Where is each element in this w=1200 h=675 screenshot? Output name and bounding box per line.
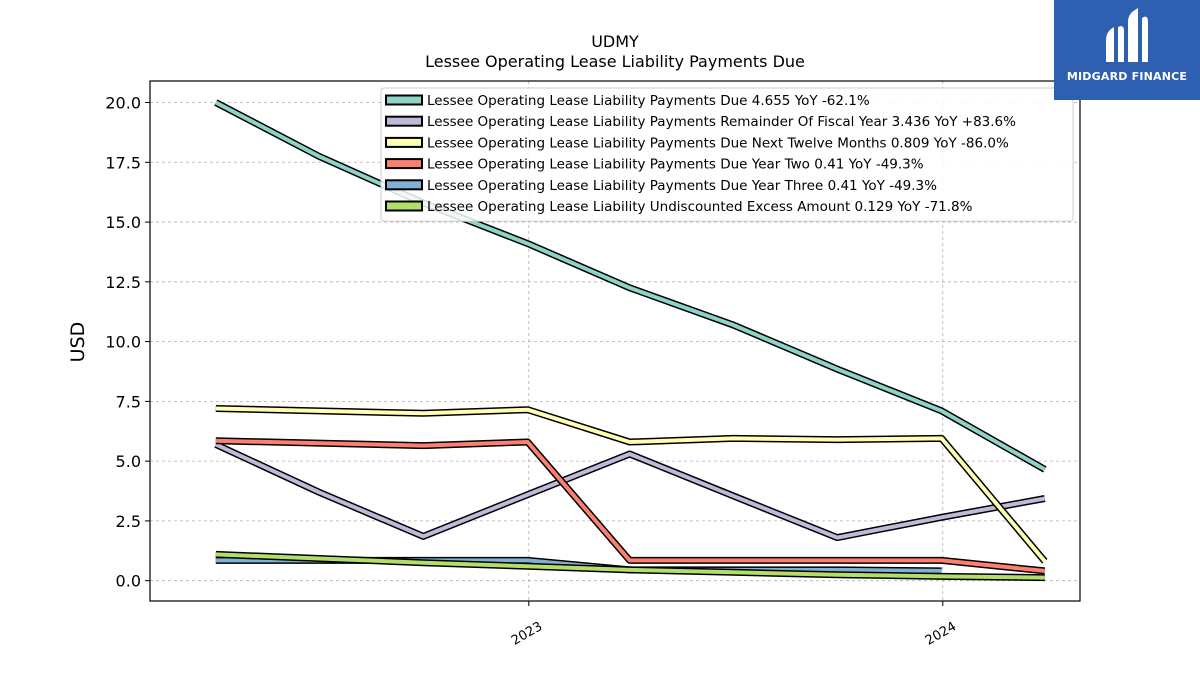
series-outline — [215, 437, 1046, 575]
y-tick-label: 12.5 — [105, 273, 141, 292]
brand-mark-icon — [1106, 8, 1148, 63]
series-line-1 — [214, 441, 1046, 542]
legend-label: Lessee Operating Lease Liability Payment… — [427, 178, 937, 194]
x-axis: 2023 2024 — [509, 601, 959, 649]
y-axis: 0.0 2.5 5.0 7.5 10.0 12.5 15.0 17.5 20.0 — [105, 94, 150, 591]
y-tick-label: 0.0 — [116, 572, 141, 591]
series-line-3 — [215, 437, 1046, 575]
series-stroke — [215, 438, 1046, 573]
series-stroke — [215, 406, 1047, 563]
y-tick-label: 10.0 — [105, 333, 141, 352]
legend-swatch — [385, 200, 423, 212]
legend-label: Lessee Operating Lease Liability Payment… — [427, 114, 1016, 130]
legend-swatch — [385, 115, 423, 127]
series-stroke — [214, 442, 1046, 540]
y-tick-label: 5.0 — [116, 452, 141, 471]
y-tick-label: 2.5 — [116, 512, 141, 531]
legend-label: Lessee Operating Lease Liability Payment… — [427, 157, 924, 173]
y-axis-label: USD — [67, 322, 89, 363]
chart-title: UDMY — [591, 32, 639, 51]
series-line-5 — [215, 550, 1045, 582]
series-outline — [215, 405, 1048, 564]
legend: Lessee Operating Lease Liability Payment… — [380, 87, 1074, 222]
legend-box — [380, 87, 1074, 222]
y-tick-label: 7.5 — [116, 392, 141, 411]
legend-label: Lessee Operating Lease Liability Undisco… — [427, 199, 973, 215]
series-line-0 — [214, 99, 1047, 473]
x-tick-label: 2023 — [509, 619, 545, 649]
y-tick-label: 17.5 — [105, 153, 141, 172]
brand-logo: MIDGARD FINANCE — [1054, 0, 1200, 100]
legend-label: Lessee Operating Lease Liability Payment… — [427, 135, 1009, 151]
chart-subtitle: Lessee Operating Lease Liability Payment… — [425, 52, 805, 71]
x-tick-label: 2024 — [923, 619, 959, 649]
legend-swatch — [385, 136, 423, 148]
y-tick-label: 15.0 — [105, 213, 141, 232]
series-stroke — [215, 552, 1045, 580]
legend-label: Lessee Operating Lease Liability Payment… — [427, 93, 870, 109]
y-tick-label: 20.0 — [105, 94, 141, 113]
series-group — [214, 99, 1048, 582]
series-line-2 — [215, 405, 1048, 564]
series-stroke — [214, 100, 1046, 472]
legend-swatch — [385, 94, 423, 106]
series-outline — [214, 441, 1046, 542]
brand-name: MIDGARD FINANCE — [1066, 70, 1188, 83]
legend-swatch — [385, 179, 423, 191]
plot-area-frame — [149, 80, 1081, 602]
legend-swatch — [385, 158, 423, 170]
